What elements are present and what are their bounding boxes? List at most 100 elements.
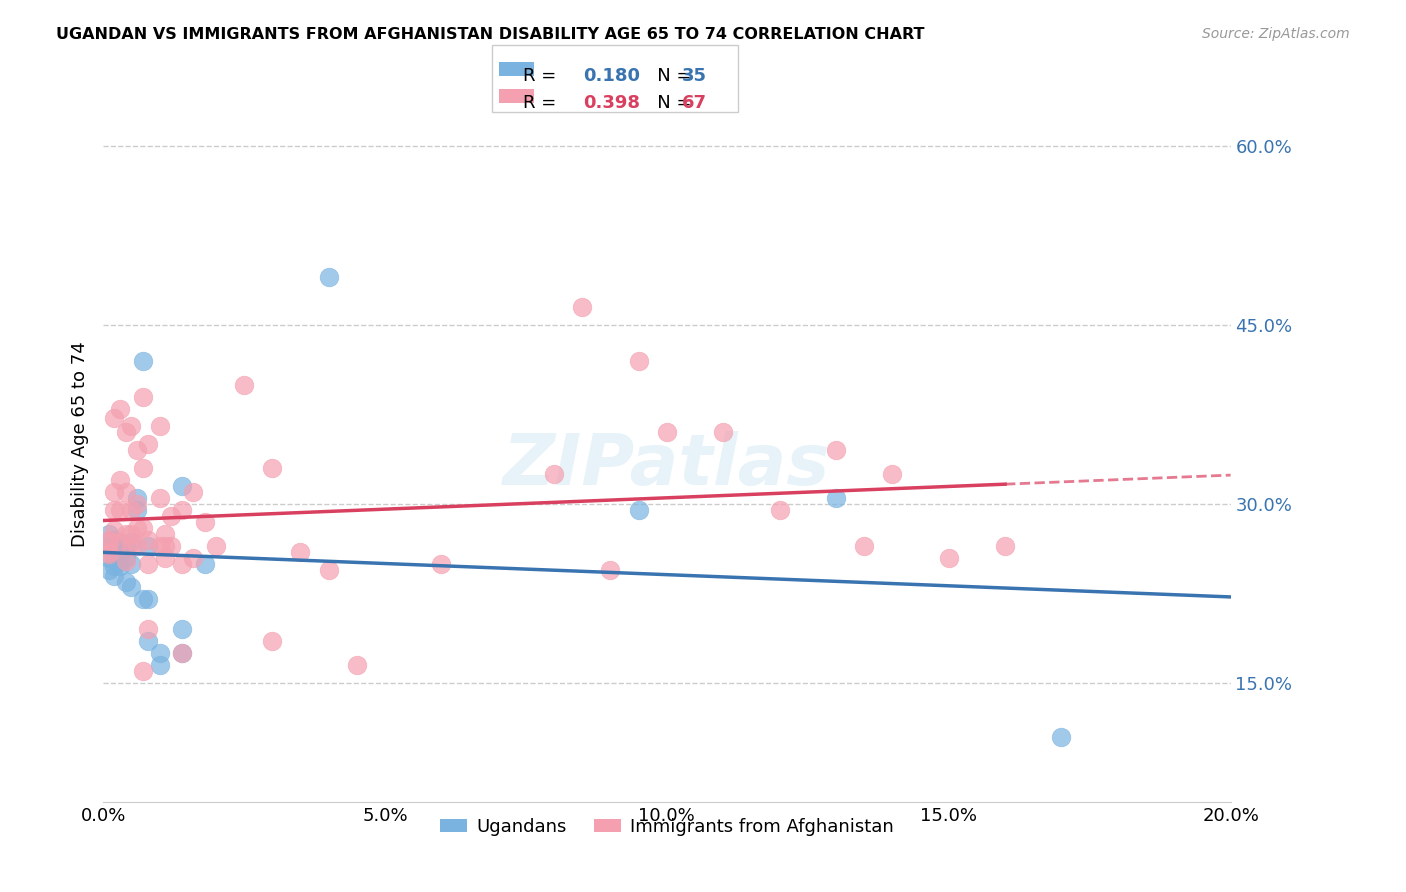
Point bbox=[108, 554, 131, 568]
Point bbox=[994, 539, 1017, 553]
Legend: Ugandans, Immigrants from Afghanistan: Ugandans, Immigrants from Afghanistan bbox=[433, 811, 901, 843]
Point bbox=[159, 508, 181, 523]
Point bbox=[768, 503, 790, 517]
Point bbox=[108, 473, 131, 487]
Point bbox=[114, 526, 136, 541]
Point bbox=[571, 300, 593, 314]
Point bbox=[125, 497, 148, 511]
Point bbox=[170, 557, 193, 571]
Point bbox=[97, 533, 120, 547]
Point bbox=[120, 419, 142, 434]
Point bbox=[108, 535, 131, 549]
Point bbox=[125, 521, 148, 535]
Point bbox=[136, 622, 159, 636]
Point bbox=[194, 515, 217, 529]
Point bbox=[136, 634, 159, 648]
Text: 0.398: 0.398 bbox=[583, 94, 641, 112]
Point bbox=[103, 533, 125, 547]
Point bbox=[114, 554, 136, 568]
Point bbox=[170, 479, 193, 493]
Point bbox=[120, 539, 142, 553]
Point bbox=[153, 550, 176, 565]
Point bbox=[108, 503, 131, 517]
Point bbox=[205, 539, 228, 553]
Point bbox=[825, 491, 848, 505]
Point bbox=[627, 353, 650, 368]
Point bbox=[97, 535, 120, 549]
Text: R =: R = bbox=[523, 67, 562, 85]
Point bbox=[136, 533, 159, 547]
Point bbox=[170, 646, 193, 660]
Point bbox=[131, 353, 153, 368]
Point bbox=[153, 526, 176, 541]
Point bbox=[262, 634, 284, 648]
Point bbox=[170, 622, 193, 636]
Point bbox=[97, 547, 120, 561]
Point bbox=[1050, 730, 1073, 744]
Point bbox=[183, 550, 205, 565]
Point bbox=[136, 437, 159, 451]
Point bbox=[290, 544, 312, 558]
Text: Source: ZipAtlas.com: Source: ZipAtlas.com bbox=[1202, 27, 1350, 41]
Point bbox=[97, 539, 120, 553]
Point bbox=[97, 563, 120, 577]
Point bbox=[183, 485, 205, 500]
Point bbox=[882, 467, 904, 482]
Point bbox=[120, 557, 142, 571]
Point bbox=[136, 557, 159, 571]
Point bbox=[103, 547, 125, 561]
Point bbox=[159, 539, 181, 553]
Point bbox=[108, 547, 131, 561]
Text: 0.180: 0.180 bbox=[583, 67, 641, 85]
Point bbox=[114, 539, 136, 553]
Point bbox=[108, 535, 131, 549]
Point bbox=[262, 461, 284, 475]
Point bbox=[170, 646, 193, 660]
Point bbox=[125, 443, 148, 458]
Point bbox=[853, 539, 876, 553]
Point bbox=[153, 539, 176, 553]
Point bbox=[103, 523, 125, 537]
Point bbox=[114, 485, 136, 500]
Point bbox=[103, 485, 125, 500]
Point bbox=[825, 443, 848, 458]
Point bbox=[318, 270, 340, 285]
Point bbox=[599, 563, 621, 577]
Point bbox=[938, 550, 960, 565]
Point bbox=[114, 550, 136, 565]
Point bbox=[148, 658, 170, 673]
Point bbox=[108, 401, 131, 416]
Point bbox=[233, 377, 256, 392]
Text: ZIPatlas: ZIPatlas bbox=[503, 432, 831, 500]
Point bbox=[170, 503, 193, 517]
Point bbox=[103, 568, 125, 582]
Point bbox=[125, 503, 148, 517]
Point bbox=[131, 461, 153, 475]
Point bbox=[543, 467, 565, 482]
Point bbox=[318, 563, 340, 577]
Text: N =: N = bbox=[640, 67, 697, 85]
Point bbox=[136, 592, 159, 607]
Point bbox=[97, 550, 120, 565]
Point bbox=[131, 664, 153, 678]
Point bbox=[194, 557, 217, 571]
Point bbox=[136, 539, 159, 553]
Text: 35: 35 bbox=[682, 67, 707, 85]
Point bbox=[97, 526, 120, 541]
Point bbox=[103, 411, 125, 425]
Point bbox=[131, 592, 153, 607]
Point bbox=[131, 390, 153, 404]
Y-axis label: Disability Age 65 to 74: Disability Age 65 to 74 bbox=[72, 342, 89, 547]
Text: N =: N = bbox=[640, 94, 697, 112]
Point bbox=[131, 521, 153, 535]
Point bbox=[346, 658, 368, 673]
Point bbox=[120, 526, 142, 541]
Point bbox=[148, 491, 170, 505]
Point bbox=[711, 425, 734, 440]
Point bbox=[120, 535, 142, 549]
Point bbox=[114, 574, 136, 589]
Point bbox=[103, 559, 125, 574]
Point bbox=[430, 557, 453, 571]
Point bbox=[108, 559, 131, 574]
Point bbox=[627, 503, 650, 517]
